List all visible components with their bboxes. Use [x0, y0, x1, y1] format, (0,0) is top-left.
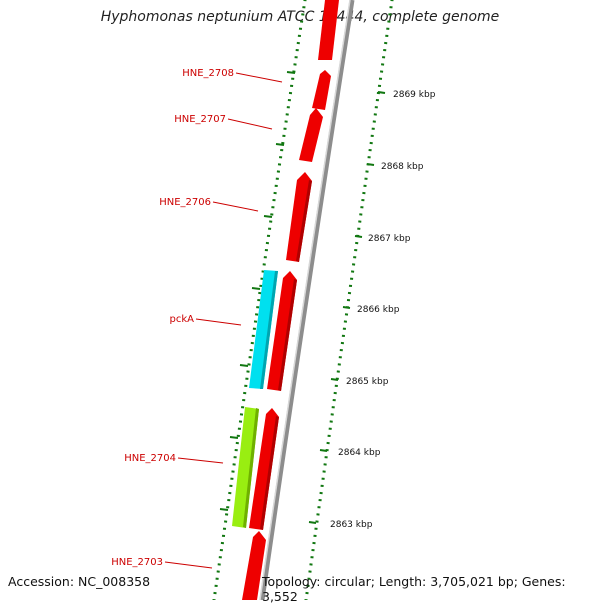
kbp-label: 2868 kbp: [381, 162, 424, 172]
gene-arrow[interactable]: [299, 108, 323, 162]
gene-label[interactable]: HNE_2706: [159, 197, 211, 208]
accession-text: Accession: NC_008358: [8, 574, 150, 589]
gene-label[interactable]: HNE_2708: [182, 68, 234, 79]
gene-segments: [242, 0, 339, 600]
gene-label[interactable]: HNE_2704: [124, 453, 176, 464]
gene-label[interactable]: HNE_2707: [174, 114, 226, 125]
kbp-label: 2869 kbp: [393, 90, 436, 100]
kbp-label: 2867 kbp: [368, 234, 411, 244]
kbp-label: 2864 kbp: [338, 448, 381, 458]
gene-label[interactable]: HNE_2703: [111, 557, 163, 568]
gene-arrow[interactable]: [318, 0, 339, 60]
kbp-label: 2866 kbp: [357, 305, 400, 315]
gene-label[interactable]: pckA: [170, 314, 195, 325]
kbp-label: 2865 kbp: [346, 377, 389, 387]
gene-arrow[interactable]: [312, 70, 331, 110]
genome-backbone: [262, 0, 352, 600]
kbp-label: 2863 kbp: [330, 520, 373, 530]
